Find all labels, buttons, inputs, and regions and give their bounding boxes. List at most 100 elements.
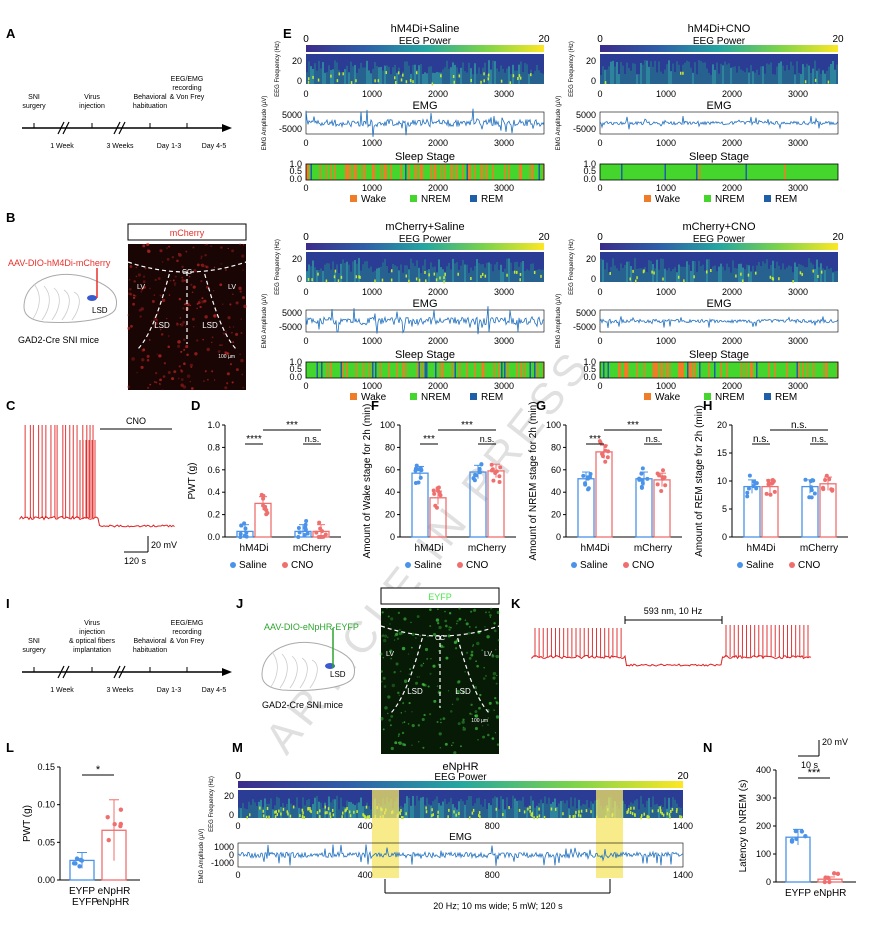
e-hm4di-saline-spec-column [508,66,510,84]
histology-b-cell [162,375,166,378]
m-spec-hotspot [631,812,634,816]
e-mcherry-cno-spec-column [690,270,692,282]
histology-j-cell [387,712,389,715]
e-mcherry-cno-spec-column [814,268,816,282]
e-mcherry-cno-spec-column [824,269,826,282]
e-mcherry-saline-cbar-min: 0 [303,232,309,243]
e-hm4di-cno-spec-column [778,63,780,84]
e-mcherry-saline-spec-column [472,270,474,282]
chart-g-ytick: 80 [551,442,561,452]
chart-d-legend-label: Saline [239,560,267,571]
e-hm4di-saline-emg-title: EMG [412,100,437,112]
e-mcherry-cno-spec-column [770,264,772,282]
chart-l-ytick: 0.15 [37,762,55,772]
e-mcherry-saline-spec-column [330,269,332,282]
m-spec-hotspot [578,810,580,814]
e-mcherry-cno-spec-column [608,272,610,282]
e-hm4di-cno-spec-column [602,66,604,84]
histology-b-cell [142,244,146,248]
histology-j-cell [484,626,486,628]
chart-g-dot [639,484,644,489]
e-mcherry-saline-spec-column [338,272,340,282]
e-mcherry-cno-xtick: 1000 [656,336,676,346]
e-hm4di-saline-spec-column [416,69,418,84]
m-spec-column [528,805,530,818]
histology-b-cell [166,247,168,249]
e-hm4di-saline-spec-hotspot [342,72,344,76]
e-hm4di-saline-spec-column [396,72,398,84]
e-hm4di-cno-spec-column [798,72,800,84]
m-spec-column [412,795,414,818]
m-spec-column [360,797,362,818]
e-hm4di-saline-spec-column [482,67,484,84]
histology-b-cell [227,247,229,250]
m-spec-hotspot [531,811,534,815]
m-spec-hotspot [633,806,635,810]
histology-j-cell [422,746,425,749]
chart-f-dot [435,486,440,491]
chart-f-dot [431,488,436,493]
e-mcherry-saline-spec-hotspot [358,275,360,279]
m-spec-hotspot [479,815,481,819]
scale-label: 10 s [801,760,819,770]
e-hm4di-saline-spec-column [526,64,528,84]
histology-b-cell [212,290,215,292]
e-mcherry-saline-stages-rem [501,362,503,378]
chart-h-dot [811,478,816,483]
e-hm4di-saline-spec-column [412,64,414,84]
chart-f-ytick: 80 [385,442,395,452]
histology-b-cell [153,316,158,321]
brain-b-target [87,295,97,301]
e-hm4di-saline-ytick: 0.5 [289,166,302,176]
e-hm4di-cno-spec-column [760,66,762,84]
histology-j-cell [386,636,389,639]
e-hm4di-saline-spec-column [316,70,318,84]
e-hm4di-saline-spec-hotspot [409,78,412,82]
chart-h-dot [754,486,759,491]
e-mcherry-saline-spec-column [538,269,540,282]
e-hm4di-cno-spec-column [772,74,774,84]
m-spec-column [538,803,540,818]
chart-h-dot [764,491,769,496]
e-hm4di-cno-spec-column [746,67,748,84]
histology-j-cell [391,683,396,688]
e-mcherry-saline-spec-column [452,258,454,282]
m-spec-column [672,797,674,818]
e-mcherry-cno-spec-column [664,268,666,282]
histology-b-cell [168,335,170,337]
e-hm4di-saline-spec-column [306,72,308,84]
timeline-i-interval: 3 Weeks [106,687,134,694]
chart-g-dot [662,475,667,480]
m-spec-column [512,795,514,818]
m-spec-column [294,806,296,818]
chart-g-dot [605,455,610,460]
e-mcherry-saline-spec-hotspot [334,269,337,273]
chart-d-dot [303,522,308,527]
m-spec-column [276,796,278,818]
histology-j-cell [393,639,396,641]
e-mcherry-cno-spec-column [744,269,746,282]
e-mcherry-cno-spec-column [682,266,684,282]
e-hm4di-saline-stages-wake [330,164,332,180]
m-spec-column [440,805,442,818]
m-emg-title: EMG [449,832,472,843]
histology-b-cell [221,344,223,346]
m-spec-column [584,804,586,818]
e-mcherry-cno-spec-column [678,264,680,282]
e-hm4di-saline-spec-column [444,67,446,84]
e-mcherry-saline-stages-wake [417,362,419,378]
e-mcherry-saline-spec-column [454,263,456,282]
m-spec-column [278,797,280,818]
chart-g-dot [639,471,644,476]
histology-j-cell [488,701,492,705]
e-hm4di-saline-stages-wake [307,164,309,180]
chart-l-dot [105,814,110,820]
m-spec-column [364,805,366,818]
m-ytick: 0 [229,810,234,820]
e-mcherry-saline-stages-rem [534,362,536,378]
e-hm4di-saline-spec-hotspot [470,78,472,82]
histology-b-cell [158,354,162,358]
chart-d-dot [314,530,319,535]
e-hm4di-saline-spec-column [442,69,444,84]
histology-j-header: EYFP [428,592,452,602]
